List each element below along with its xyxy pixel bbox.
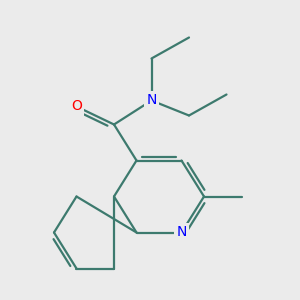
Text: N: N	[176, 226, 187, 239]
Text: N: N	[146, 94, 157, 107]
Text: O: O	[71, 100, 82, 113]
